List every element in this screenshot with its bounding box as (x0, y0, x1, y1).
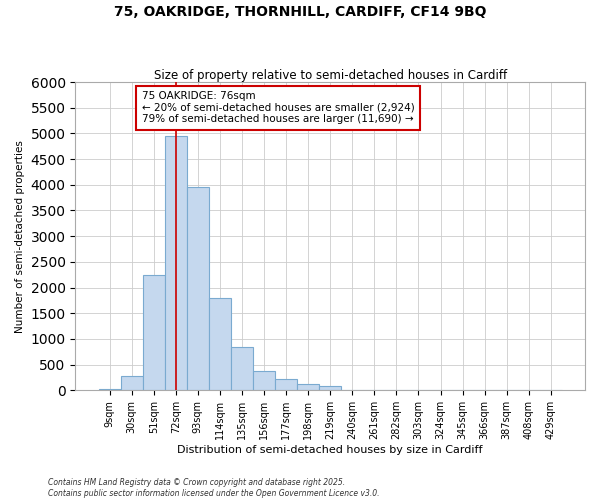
Bar (165, 136, 187, 390)
Bar (319, 386, 341, 390)
Title: Size of property relative to semi-detached houses in Cardiff: Size of property relative to semi-detach… (154, 69, 507, 82)
Bar (209, 298, 231, 390)
Bar (275, 379, 297, 390)
Bar (187, 188, 209, 390)
Text: 75, OAKRIDGE, THORNHILL, CARDIFF, CF14 9BQ: 75, OAKRIDGE, THORNHILL, CARDIFF, CF14 9… (114, 5, 486, 19)
Text: 75 OAKRIDGE: 76sqm
← 20% of semi-detached houses are smaller (2,924)
79% of semi: 75 OAKRIDGE: 76sqm ← 20% of semi-detache… (142, 92, 415, 124)
Bar (143, 274, 165, 390)
Bar (297, 384, 319, 390)
X-axis label: Distribution of semi-detached houses by size in Cardiff: Distribution of semi-detached houses by … (178, 445, 483, 455)
Bar (98, 389, 121, 390)
Bar (231, 346, 253, 391)
Bar (121, 376, 143, 390)
Y-axis label: Number of semi-detached properties: Number of semi-detached properties (15, 140, 25, 332)
Bar (253, 371, 275, 390)
Text: Contains HM Land Registry data © Crown copyright and database right 2025.
Contai: Contains HM Land Registry data © Crown c… (48, 478, 380, 498)
